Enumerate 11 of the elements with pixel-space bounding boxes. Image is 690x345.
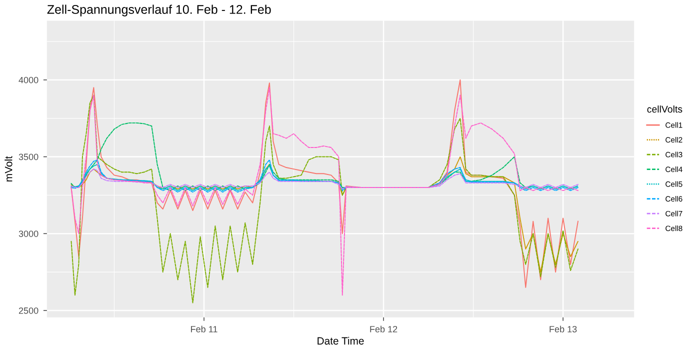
legend-title: cellVolts: [647, 105, 682, 113]
y-axis-title: mVolt: [4, 156, 12, 182]
x-tick-label: Feb 13: [550, 326, 577, 332]
y-tick-label: 3000: [18, 230, 38, 237]
y-tick-label: 3500: [18, 154, 38, 160]
x-axis-title: Date Time: [318, 336, 364, 345]
y-tick-label: 4000: [18, 76, 38, 84]
chart-title: Zell-Spannungsverlauf 10. Feb - 12. Feb: [47, 4, 271, 16]
x-tick-label: Feb 11: [191, 326, 218, 332]
x-tick-label: Feb 12: [370, 326, 398, 332]
y-tick-label: 2500: [18, 307, 38, 314]
